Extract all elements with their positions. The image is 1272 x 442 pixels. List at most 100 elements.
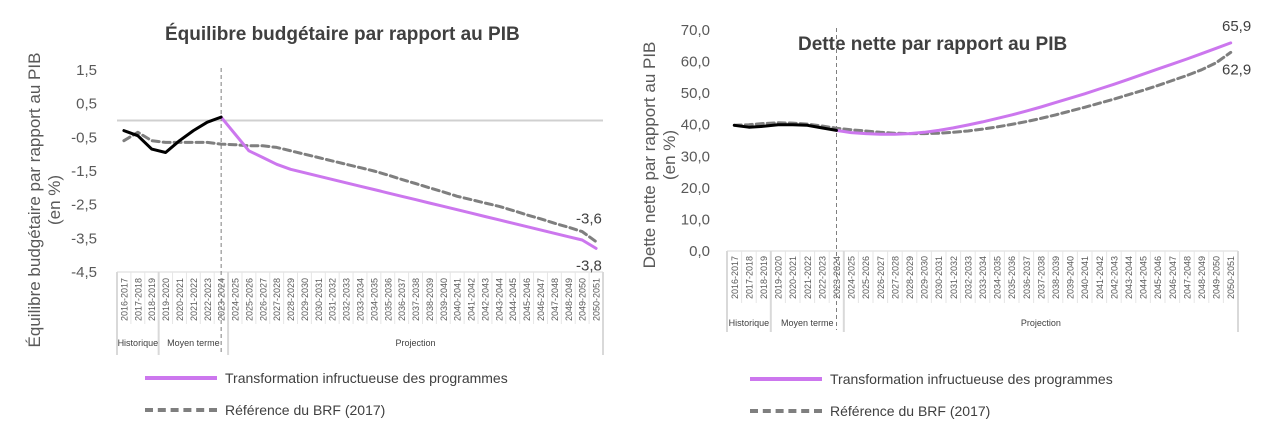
x-tick-label: 2039-2040 [439, 278, 449, 321]
x-tick-label: 2044-2045 [508, 278, 518, 321]
x-tick-label: 2038-2039 [1051, 256, 1061, 299]
y-tick-label: -3,5 [71, 230, 97, 247]
x-tick-label: 2021-2022 [189, 278, 199, 321]
x-tick-label: 2041-2042 [467, 278, 477, 321]
x-tick-label: 2019-2020 [161, 278, 171, 321]
data-label-end: 65,9 [1222, 18, 1251, 35]
x-tick-label: 2027-2028 [272, 278, 282, 321]
x-tick-label: 2028-2029 [286, 278, 296, 321]
x-tick-label: 2020-2021 [788, 256, 798, 299]
budget-balance-chart: Équilibre budgétaire par rapport au PIB … [0, 0, 630, 442]
x-tick-label: 2035-2036 [1007, 256, 1017, 299]
y-tick-label: 50,0 [681, 85, 710, 102]
x-tick-label: 2025-2026 [861, 256, 871, 299]
y-tick-label: 0,0 [689, 243, 710, 260]
legend-item-transformation: Transformation infructueuse des programm… [750, 371, 1113, 387]
x-tick-label: 2040-2041 [1080, 256, 1090, 299]
x-tick-label: 2046-2047 [536, 278, 546, 321]
x-tick-label: 2037-2038 [411, 278, 421, 321]
data-label-end: 62,9 [1222, 61, 1251, 78]
x-tick-label: 2019-2020 [774, 256, 784, 299]
period-label: Historique [118, 338, 159, 348]
period-label: Projection [396, 338, 436, 348]
x-tick-label: 2018-2019 [147, 278, 157, 321]
x-tick-label: 2044-2045 [1139, 256, 1149, 299]
x-tick-label: 2023-2024 [832, 256, 842, 299]
legend-label: Référence du BRF (2017) [225, 402, 386, 418]
y-tick-label: 30,0 [681, 148, 710, 165]
x-tick-label: 2045-2046 [1153, 256, 1163, 299]
x-tick-label: 2048-2049 [564, 278, 574, 321]
x-tick-label: 2029-2030 [920, 256, 930, 299]
x-tick-label: 2043-2044 [494, 278, 504, 321]
x-tick-label: 2020-2021 [175, 278, 185, 321]
x-tick-label: 2041-2042 [1095, 256, 1105, 299]
chart-title: Dette nette par rapport au PIB [798, 34, 1068, 55]
plot-area: 70,0 60,0 50,0 40,0 30,0 20,0 10,0 0,0 2016-2017… [681, 18, 1251, 332]
y-tick-label: 1,5 [76, 62, 97, 79]
x-tick-label: 2016-2017 [730, 256, 740, 299]
legend-label: Transformation infructueuse des programm… [225, 370, 508, 386]
x-tick-label: 2048-2049 [1197, 256, 1207, 299]
x-tick-label: 2024-2025 [231, 278, 241, 321]
x-tick-label: 2045-2046 [522, 278, 532, 321]
data-label-end: -3,6 [576, 211, 602, 228]
legend-label: Transformation infructueuse des programm… [830, 371, 1113, 387]
y-tick-label: 10,0 [681, 211, 710, 228]
legend-swatch-solid [145, 376, 217, 380]
y-tick-label: -2,5 [71, 197, 97, 214]
x-tick-label: 2017-2018 [744, 256, 754, 299]
x-tick-label: 2042-2043 [480, 278, 490, 321]
y-tick-label: 0,5 [76, 96, 97, 113]
legend-swatch-dashed [750, 409, 822, 413]
x-tick-label: 2033-2034 [356, 278, 366, 321]
x-tick-label: 2036-2037 [397, 278, 407, 321]
x-tick-label: 2028-2029 [905, 256, 915, 299]
series-line-historique [122, 115, 223, 154]
x-tick-label: 2050-2051 [1226, 256, 1236, 299]
x-tick-label: 2025-2026 [244, 278, 254, 321]
x-tick-label: 2030-2031 [314, 278, 324, 321]
x-tick-label: 2046-2047 [1168, 256, 1178, 299]
legend-swatch-solid [750, 377, 822, 381]
x-tick-label: 2042-2043 [1109, 256, 1119, 299]
series-line-transformation [219, 115, 598, 250]
period-label: Historique [729, 318, 770, 328]
x-tick-label: 2036-2037 [1022, 256, 1032, 299]
y-tick-label: 60,0 [681, 54, 710, 71]
x-tick-label: 2035-2036 [383, 278, 393, 321]
net-debt-chart: Dette nette par rapport au PIB Dette net… [630, 0, 1272, 442]
series-line-reference [732, 50, 1233, 136]
x-tick-label: 2033-2034 [978, 256, 988, 299]
x-tick-label: 2022-2023 [817, 256, 827, 299]
legend-label: Référence du BRF (2017) [830, 403, 991, 419]
x-tick-label: 2040-2041 [453, 278, 463, 321]
x-tick-label: 2022-2023 [203, 278, 213, 321]
legend-item-transformation: Transformation infructueuse des programm… [145, 370, 508, 386]
period-label: Projection [1021, 318, 1061, 328]
x-tick-label: 2029-2030 [300, 278, 310, 321]
x-tick-label: 2043-2044 [1124, 256, 1134, 299]
x-tick-label: 2021-2022 [803, 256, 813, 299]
x-tick-label: 2026-2027 [876, 256, 886, 299]
period-label: Moyen terme [781, 318, 834, 328]
data-label-end: -3,8 [576, 257, 602, 274]
series-line-transformation [835, 41, 1233, 136]
x-tick-label: 2032-2033 [342, 278, 352, 321]
x-tick-label: 2037-2038 [1036, 256, 1046, 299]
x-tick-label: 2024-2025 [847, 256, 857, 299]
x-tick-label: 2018-2019 [759, 256, 769, 299]
x-tick-label: 2049-2050 [578, 278, 588, 321]
series-line-historique [732, 123, 838, 132]
x-tick-label: 2038-2039 [425, 278, 435, 321]
x-tick-label: 2034-2035 [993, 256, 1003, 299]
legend-swatch-dashed [145, 408, 217, 412]
x-tick-label: 2027-2028 [890, 256, 900, 299]
y-tick-label: 40,0 [681, 117, 710, 134]
x-tick-label: 2030-2031 [934, 256, 944, 299]
x-tick-label: 2032-2033 [963, 256, 973, 299]
y-tick-label: -0,5 [71, 129, 97, 146]
y-tick-label: 70,0 [681, 22, 710, 39]
x-tick-label: 2016-2017 [119, 278, 129, 321]
x-tick-label: 2049-2050 [1212, 256, 1222, 299]
